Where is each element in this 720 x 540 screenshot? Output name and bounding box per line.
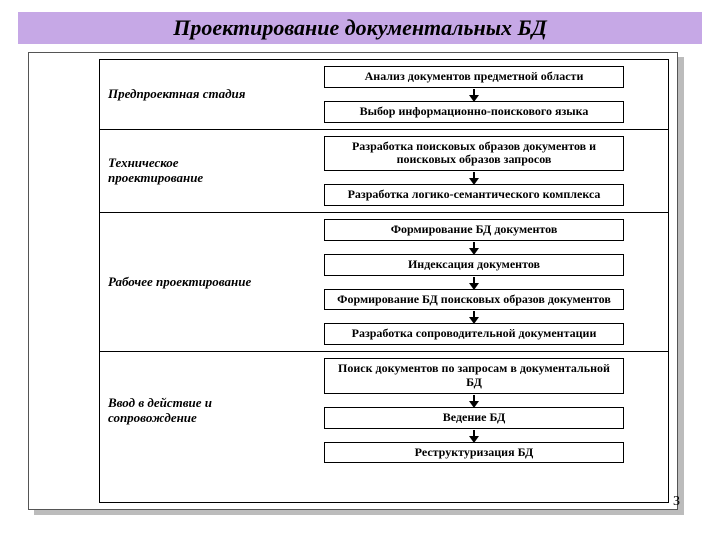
arrow-down-icon: [469, 394, 479, 407]
arrow-down-icon: [469, 310, 479, 323]
diagram-frame: Предпроектная стадияАнализ документов пр…: [28, 52, 678, 510]
stage-label: Техническое проектирование: [100, 130, 280, 212]
arrow-down-icon: [469, 241, 479, 254]
step-box: Формирование БД документов: [324, 219, 624, 241]
step-box: Анализ документов предметной области: [324, 66, 624, 88]
step-box: Поиск документов по запросам в документа…: [324, 358, 624, 394]
step-box: Реструктуризация БД: [324, 442, 624, 464]
stage-row: Ввод в действие и сопровождение Поиск док…: [100, 352, 668, 469]
arrow-down-icon: [469, 88, 479, 101]
stage-row: Предпроектная стадияАнализ документов пр…: [100, 60, 668, 130]
stage-label: Рабочее проектирование: [100, 213, 280, 351]
step-box: Ведение БД: [324, 407, 624, 429]
stage-steps: Анализ документов предметной области Выбо…: [280, 60, 668, 129]
page-number: 3: [673, 494, 680, 510]
arrow-down-icon: [469, 171, 479, 184]
page-title: Проектирование документальных БД: [18, 12, 702, 44]
step-box: Разработка поисковых образов документов …: [324, 136, 624, 172]
step-box: Разработка логико-семантического комплек…: [324, 184, 624, 206]
stage-label: Ввод в действие и сопровождение: [100, 352, 280, 469]
arrow-down-icon: [469, 429, 479, 442]
stage-steps: Разработка поисковых образов документов …: [280, 130, 668, 212]
step-box: Разработка сопроводительной документации: [324, 323, 624, 345]
stage-steps: Поиск документов по запросам в документа…: [280, 352, 668, 469]
stage-row: Рабочее проектированиеФормирование БД до…: [100, 213, 668, 352]
stage-steps: Формирование БД документов Индексация док…: [280, 213, 668, 351]
step-box: Индексация документов: [324, 254, 624, 276]
step-box: Формирование БД поисковых образов докуме…: [324, 289, 624, 311]
diagram-body: Предпроектная стадияАнализ документов пр…: [99, 59, 669, 503]
stage-row: Техническое проектирование Разработка пои…: [100, 130, 668, 213]
step-box: Выбор информационно-поискового языка: [324, 101, 624, 123]
stage-label: Предпроектная стадия: [100, 60, 280, 129]
arrow-down-icon: [469, 276, 479, 289]
